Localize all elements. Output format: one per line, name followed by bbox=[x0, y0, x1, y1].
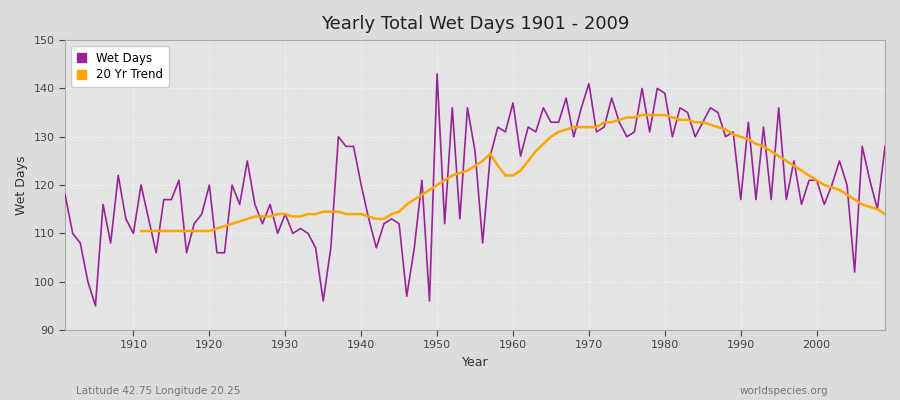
Line: 20 Yr Trend: 20 Yr Trend bbox=[141, 115, 885, 231]
20 Yr Trend bbox=[636, 113, 647, 118]
20 Yr Trend bbox=[879, 212, 890, 216]
20 Yr Trend bbox=[310, 212, 321, 216]
Wet Days bbox=[128, 231, 139, 236]
Wet Days bbox=[59, 192, 70, 197]
20 Yr Trend bbox=[508, 173, 518, 178]
X-axis label: Year: Year bbox=[462, 356, 489, 369]
Wet Days bbox=[340, 144, 351, 149]
Text: Latitude 42.75 Longitude 20.25: Latitude 42.75 Longitude 20.25 bbox=[76, 386, 241, 396]
Line: Wet Days: Wet Days bbox=[65, 74, 885, 306]
Wet Days bbox=[879, 144, 890, 149]
Y-axis label: Wet Days: Wet Days bbox=[15, 155, 28, 215]
20 Yr Trend bbox=[530, 149, 541, 154]
Wet Days bbox=[523, 125, 534, 130]
Wet Days bbox=[614, 120, 625, 125]
Wet Days bbox=[295, 226, 306, 231]
20 Yr Trend bbox=[728, 132, 739, 137]
20 Yr Trend bbox=[364, 214, 374, 219]
20 Yr Trend bbox=[136, 228, 147, 233]
Wet Days bbox=[515, 154, 526, 158]
Wet Days bbox=[90, 304, 101, 308]
20 Yr Trend bbox=[333, 209, 344, 214]
Title: Yearly Total Wet Days 1901 - 2009: Yearly Total Wet Days 1901 - 2009 bbox=[321, 15, 629, 33]
Text: worldspecies.org: worldspecies.org bbox=[740, 386, 828, 396]
Legend: Wet Days, 20 Yr Trend: Wet Days, 20 Yr Trend bbox=[71, 46, 168, 87]
Wet Days bbox=[432, 72, 443, 76]
